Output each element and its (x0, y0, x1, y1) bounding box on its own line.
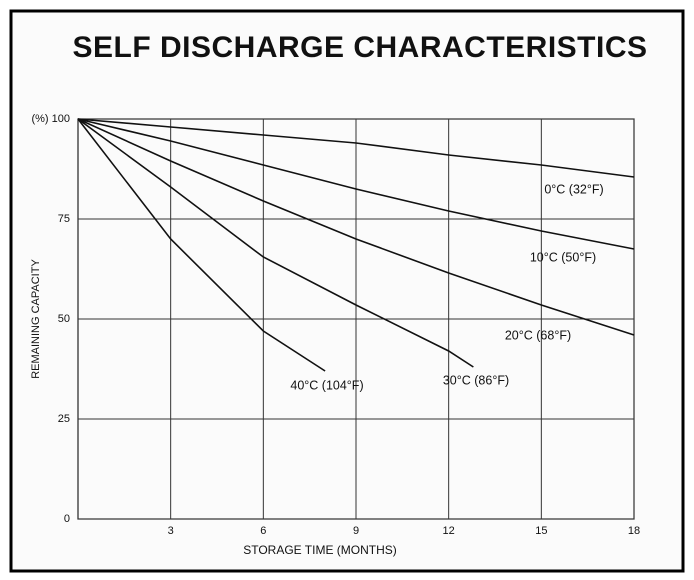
y-tick-label: 0 (64, 513, 70, 525)
series-label: 40°C (104°F) (290, 378, 363, 392)
x-axis-title: STORAGE TIME (MONTHS) (243, 543, 397, 557)
y-tick-label: (%) 100 (31, 113, 70, 125)
x-tick-label: 15 (535, 525, 547, 537)
y-tick-label: 75 (58, 213, 70, 225)
series-label: 30°C (86°F) (443, 373, 509, 387)
line-series (77, 118, 474, 368)
x-tick-label: 9 (353, 525, 359, 537)
chart-title: SELF DISCHARGE CHARACTERISTICS (72, 31, 647, 64)
line-series (77, 118, 635, 250)
x-tick-label: 12 (443, 525, 455, 537)
y-tick-label: 25 (58, 413, 70, 425)
y-axis-title: REMAINING CAPACITY (30, 259, 42, 379)
line-series (77, 118, 635, 336)
line-series (77, 118, 635, 178)
y-tick-label: 50 (58, 313, 70, 325)
x-tick-label: 6 (260, 525, 266, 537)
series-label: 10°C (50°F) (530, 250, 596, 264)
series-label: 0°C (32°F) (544, 182, 603, 196)
series-label: 20°C (68°F) (505, 328, 571, 342)
x-tick-label: 3 (168, 525, 174, 537)
frame (9, 9, 685, 573)
x-tick-label: 18 (628, 525, 640, 537)
line-series (77, 118, 326, 372)
